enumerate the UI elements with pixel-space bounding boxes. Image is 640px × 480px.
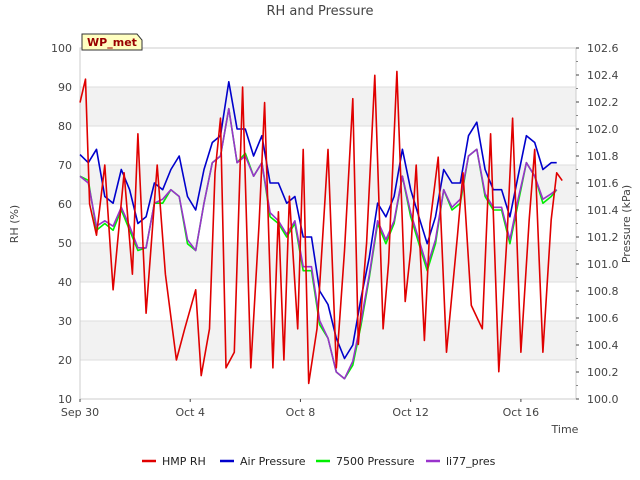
y-right-tick-labels: 100.0 100.2 100.4 100.6 100.8 101.0 101.2 101.4… (576, 42, 619, 406)
x-tick-label: Oct 12 (392, 406, 429, 419)
y-right-axis-label: Pressure (kPa) (620, 185, 633, 263)
legend-item: Air Pressure (220, 455, 306, 468)
y-right-tick-label: 100.2 (587, 366, 619, 379)
grid-band (80, 48, 576, 87)
x-tick-labels: Sep 30 Oct 4 Oct 8 Oct 12 Oct 16 (61, 399, 539, 419)
y-left-tick-label: 90 (58, 81, 72, 94)
grid-band (80, 87, 576, 126)
legend: HMP RH Air Pressure 7500 Pressure li77_pres (142, 455, 496, 468)
y-right-tick-label: 102.6 (587, 42, 619, 55)
grid-bands (80, 48, 576, 400)
legend-item: 7500 Pressure (316, 455, 415, 468)
y-left-tick-label: 60 (58, 198, 72, 211)
y-left-tick-label: 40 (58, 276, 72, 289)
y-left-axis-label: RH (%) (8, 205, 21, 243)
legend-label: li77_pres (446, 455, 496, 468)
y-left-tick-labels: 10 20 30 40 50 60 70 80 90 100 (51, 42, 72, 406)
y-right-tick-label: 100.0 (587, 393, 619, 406)
x-tick-label: Oct 16 (503, 406, 540, 419)
legend-item: li77_pres (426, 455, 496, 468)
y-left-tick-label: 70 (58, 159, 72, 172)
y-right-tick-label: 100.6 (587, 312, 619, 325)
y-right-tick-label: 101.2 (587, 231, 619, 244)
y-left-tick-label: 80 (58, 120, 72, 133)
y-left-tick-label: 10 (58, 393, 72, 406)
legend-label: 7500 Pressure (336, 455, 415, 468)
grid-band (80, 282, 576, 321)
series-line-hmp-rh (79, 70, 563, 385)
y-right-tick-label: 100.4 (587, 339, 619, 352)
y-left-tick-label: 30 (58, 315, 72, 328)
x-tick-label: Oct 4 (175, 406, 205, 419)
grid-band (80, 360, 576, 399)
y-right-tick-label: 101.8 (587, 150, 619, 163)
chart-title: RH and Pressure (266, 4, 373, 19)
y-left-tick-label: 50 (58, 237, 72, 250)
y-left-tick-label: 20 (58, 354, 72, 367)
station-badge-label: WP_met (87, 36, 137, 49)
legend-item: HMP RH (142, 455, 206, 468)
x-tick-label: Sep 30 (61, 406, 99, 419)
y-right-tick-label: 102.0 (587, 123, 619, 136)
x-tick-label: Oct 8 (286, 406, 316, 419)
y-right-tick-label: 100.8 (587, 285, 619, 298)
station-badge: WP_met (81, 33, 143, 51)
y-right-tick-label: 101.0 (587, 258, 619, 271)
y-right-tick-label: 101.6 (587, 177, 619, 190)
legend-label: Air Pressure (240, 455, 306, 468)
x-axis-label: Time (551, 423, 579, 436)
y-left-tick-label: 100 (51, 42, 72, 55)
series-lines (79, 70, 563, 385)
y-right-tick-label: 101.4 (587, 204, 619, 217)
y-right-tick-label: 102.2 (587, 96, 619, 109)
legend-label: HMP RH (162, 455, 206, 468)
grid-band (80, 243, 576, 282)
y-right-tick-label: 102.4 (587, 69, 619, 82)
